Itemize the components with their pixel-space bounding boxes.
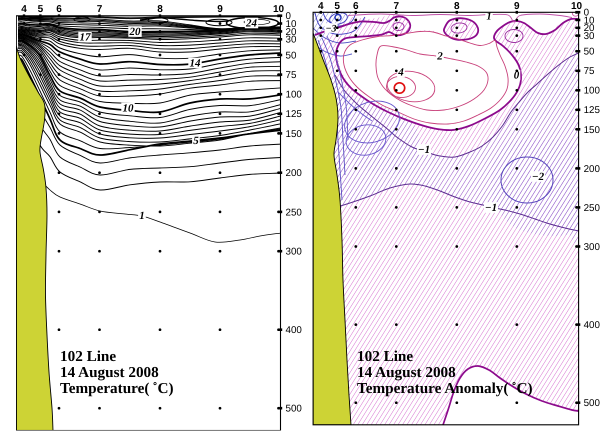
svg-text:17: 17 — [80, 32, 92, 44]
svg-text:100: 100 — [584, 86, 600, 97]
svg-text:400: 400 — [584, 320, 600, 331]
svg-text:300: 300 — [286, 247, 303, 258]
svg-text:500: 500 — [286, 404, 303, 415]
svg-text:250: 250 — [286, 207, 303, 218]
svg-text:8: 8 — [157, 4, 163, 15]
svg-text:100: 100 — [286, 90, 303, 101]
svg-text:10: 10 — [584, 15, 595, 26]
svg-text:4: 4 — [21, 4, 27, 15]
svg-text:102 Line: 102 Line — [60, 348, 116, 365]
svg-text:8: 8 — [454, 1, 460, 12]
svg-text:7: 7 — [394, 1, 400, 12]
svg-text:14: 14 — [190, 58, 202, 70]
svg-text:4: 4 — [397, 67, 404, 79]
svg-text:10: 10 — [273, 4, 285, 15]
svg-text:6: 6 — [56, 4, 62, 15]
svg-text:102 Line: 102 Line — [357, 348, 413, 365]
svg-text:9: 9 — [217, 4, 223, 15]
svg-text:6: 6 — [353, 1, 359, 12]
svg-text:4: 4 — [318, 1, 324, 12]
svg-text:30: 30 — [286, 35, 297, 46]
svg-text:75: 75 — [286, 70, 297, 81]
svg-text:150: 150 — [584, 125, 600, 136]
svg-text:0: 0 — [584, 8, 590, 19]
svg-text:400: 400 — [286, 325, 303, 336]
svg-text:50: 50 — [286, 50, 297, 61]
svg-text:0: 0 — [514, 70, 520, 82]
svg-text:200: 200 — [584, 164, 600, 175]
svg-text:10: 10 — [123, 103, 135, 115]
svg-text:1: 1 — [139, 210, 145, 222]
svg-text:125: 125 — [286, 109, 303, 120]
svg-text:Temperature( ˚C): Temperature( ˚C) — [60, 380, 174, 397]
svg-text:14 August 2008: 14 August 2008 — [60, 364, 159, 381]
svg-text:1: 1 — [486, 12, 491, 23]
svg-text:9: 9 — [514, 1, 520, 12]
svg-text:20: 20 — [584, 23, 595, 34]
svg-text:7: 7 — [97, 4, 103, 15]
svg-text:200: 200 — [286, 168, 303, 179]
svg-text:14 August 2008: 14 August 2008 — [357, 364, 456, 381]
svg-text:125: 125 — [584, 105, 600, 116]
svg-text:5: 5 — [334, 1, 340, 12]
svg-text:−1: −1 — [485, 202, 497, 214]
svg-text:2: 2 — [436, 51, 443, 63]
svg-text:50: 50 — [584, 47, 595, 58]
svg-text:300: 300 — [584, 242, 600, 253]
svg-text:−2: −2 — [532, 171, 545, 183]
svg-text:250: 250 — [584, 203, 600, 214]
svg-text:20: 20 — [129, 26, 142, 38]
svg-text:75: 75 — [584, 66, 595, 77]
svg-text:500: 500 — [584, 398, 600, 409]
svg-text:0: 0 — [286, 11, 292, 22]
svg-text:20: 20 — [286, 27, 297, 38]
svg-text:150: 150 — [286, 129, 303, 140]
svg-text:10: 10 — [571, 1, 583, 12]
svg-text:30: 30 — [584, 31, 595, 42]
svg-text:5: 5 — [38, 4, 44, 15]
svg-text:−3: −3 — [325, 23, 336, 34]
svg-text:Temperature Anomaly( ˚C): Temperature Anomaly( ˚C) — [357, 380, 533, 397]
svg-text:5: 5 — [193, 135, 199, 147]
svg-text:−1: −1 — [418, 144, 430, 156]
svg-text:24: 24 — [245, 18, 258, 30]
svg-text:10: 10 — [286, 19, 297, 30]
